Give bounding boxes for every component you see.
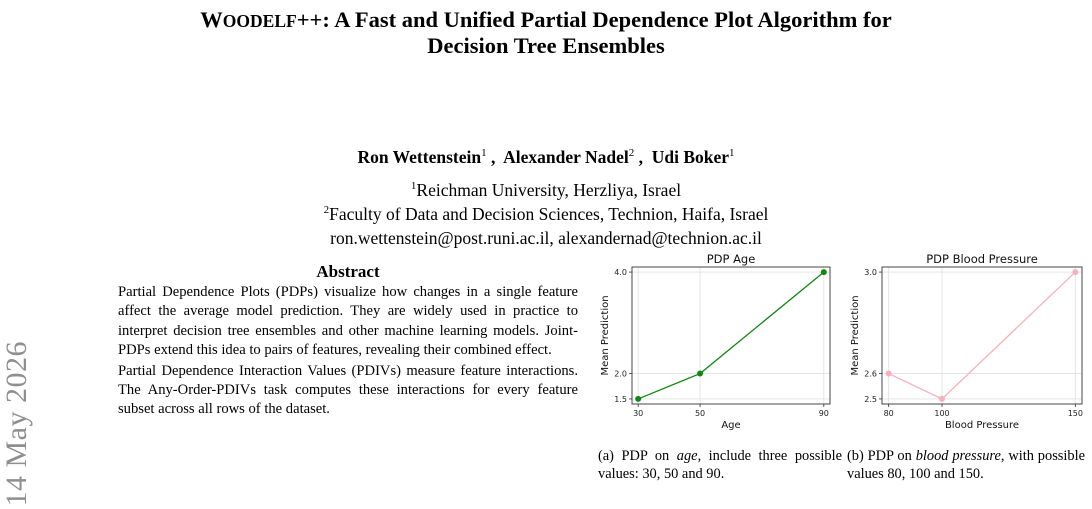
plot-frame	[881, 266, 1083, 405]
affiliation-text: Faculty of Data and Decision Sciences, T…	[329, 204, 769, 224]
author-affiliation-mark: 2	[628, 147, 635, 160]
abstract-paragraph-2: Partial Dependence Interaction Values (P…	[118, 362, 578, 418]
series-line	[888, 271, 1076, 400]
title-smallcaps: OODELF	[222, 11, 297, 31]
caption-b-label: (b) PDP on	[847, 448, 916, 464]
affiliation-mark: 1	[410, 180, 417, 193]
caption-b: (b) PDP on blood pressure, with possible…	[847, 448, 1085, 483]
x-tick-label: 80	[884, 409, 894, 418]
y-tick-label: 4.0	[614, 268, 627, 277]
author-name: Udi Boker	[651, 147, 730, 167]
arxiv-stamp-text: ] 14 May 2026	[0, 341, 33, 509]
paper-title-line1: WOODELF++: A Fast and Unified Partial De…	[0, 7, 1092, 34]
abstract-heading: Abstract	[316, 262, 380, 281]
x-tick-label: 90	[819, 409, 829, 418]
author-name: Ron Wettenstein	[357, 147, 482, 167]
plot-frame	[631, 266, 831, 405]
data-point	[885, 370, 892, 377]
chart-title: PDP Age	[707, 254, 756, 266]
y-axis-label: Mean Prediction	[850, 295, 861, 375]
author-affiliation-mark: 1	[481, 147, 487, 160]
arxiv-stamp: ] 14 May 2026	[0, 255, 36, 509]
data-point	[697, 370, 704, 377]
title-rest: ++: A Fast and Unified Partial Dependenc…	[296, 7, 892, 32]
x-tick-label: 30	[633, 409, 643, 418]
abstract-paragraph-1: Partial Dependence Plots (PDPs) visualiz…	[118, 284, 578, 359]
affiliation-1: 1Reichman University, Herzliya, Israel	[0, 180, 1092, 201]
abstract-body: Partial Dependence Plots (PDPs) visualiz…	[118, 283, 578, 420]
caption-a-label: (a) PDP on	[598, 448, 677, 464]
series-line	[637, 271, 825, 400]
x-tick-label: 100	[934, 409, 949, 418]
author-list: Ron Wettenstein1 , Alexander Nadel2 , Ud…	[0, 147, 1092, 168]
caption-a: (a) PDP on age, include three possible v…	[598, 448, 842, 483]
caption-b-rest: , with possible values 80, 100 and 150.	[847, 448, 1085, 482]
y-tick-label: 2.0	[614, 370, 627, 379]
data-point	[635, 395, 642, 402]
pdp-age-chart: PDP Age 30 50 90 1.5 2.0 4.0 Age Mean Prediction	[600, 254, 831, 431]
chart-title: PDP Blood Pressure	[926, 254, 1038, 266]
caption-a-feature: age	[676, 448, 698, 464]
y-tick-label: 1.5	[614, 395, 627, 404]
x-axis-label: Blood Pressure	[945, 420, 1019, 431]
y-tick-label: 2.6	[864, 370, 877, 379]
caption-b-feature: blood pressure	[915, 448, 1001, 464]
paper-title-line2: Decision Tree Ensembles	[427, 33, 665, 58]
author-emails: ron.wettenstein@post.runi.ac.il, alexand…	[330, 228, 762, 248]
x-tick-label: 50	[695, 409, 705, 418]
pdp-blood-pressure-chart: PDP Blood Pressure 80 100 150 2.5 2.6 3.0 Blood…	[850, 254, 1083, 431]
affiliation-2: 2Faculty of Data and Decision Sciences, …	[0, 204, 1092, 225]
title-w: W	[200, 7, 223, 32]
caption-a-rest: , include three possible values: 30, 50 …	[598, 448, 842, 482]
author-separator: ,	[486, 147, 504, 167]
author-separator: ,	[634, 147, 652, 167]
y-tick-label: 3.0	[864, 268, 877, 277]
author-name: Alexander Nadel	[503, 147, 629, 167]
x-axis-label: Age	[721, 420, 740, 431]
author-affiliation-mark: 1	[729, 147, 735, 160]
y-axis-label: Mean Prediction	[600, 295, 611, 375]
data-point	[1072, 269, 1079, 276]
data-point	[939, 395, 945, 402]
affiliation-text: Reichman University, Herzliya, Israel	[416, 180, 682, 200]
data-point	[820, 269, 827, 276]
x-tick-label: 150	[1068, 409, 1083, 418]
y-tick-label: 2.5	[864, 395, 877, 404]
affiliation-mark: 2	[323, 204, 330, 217]
